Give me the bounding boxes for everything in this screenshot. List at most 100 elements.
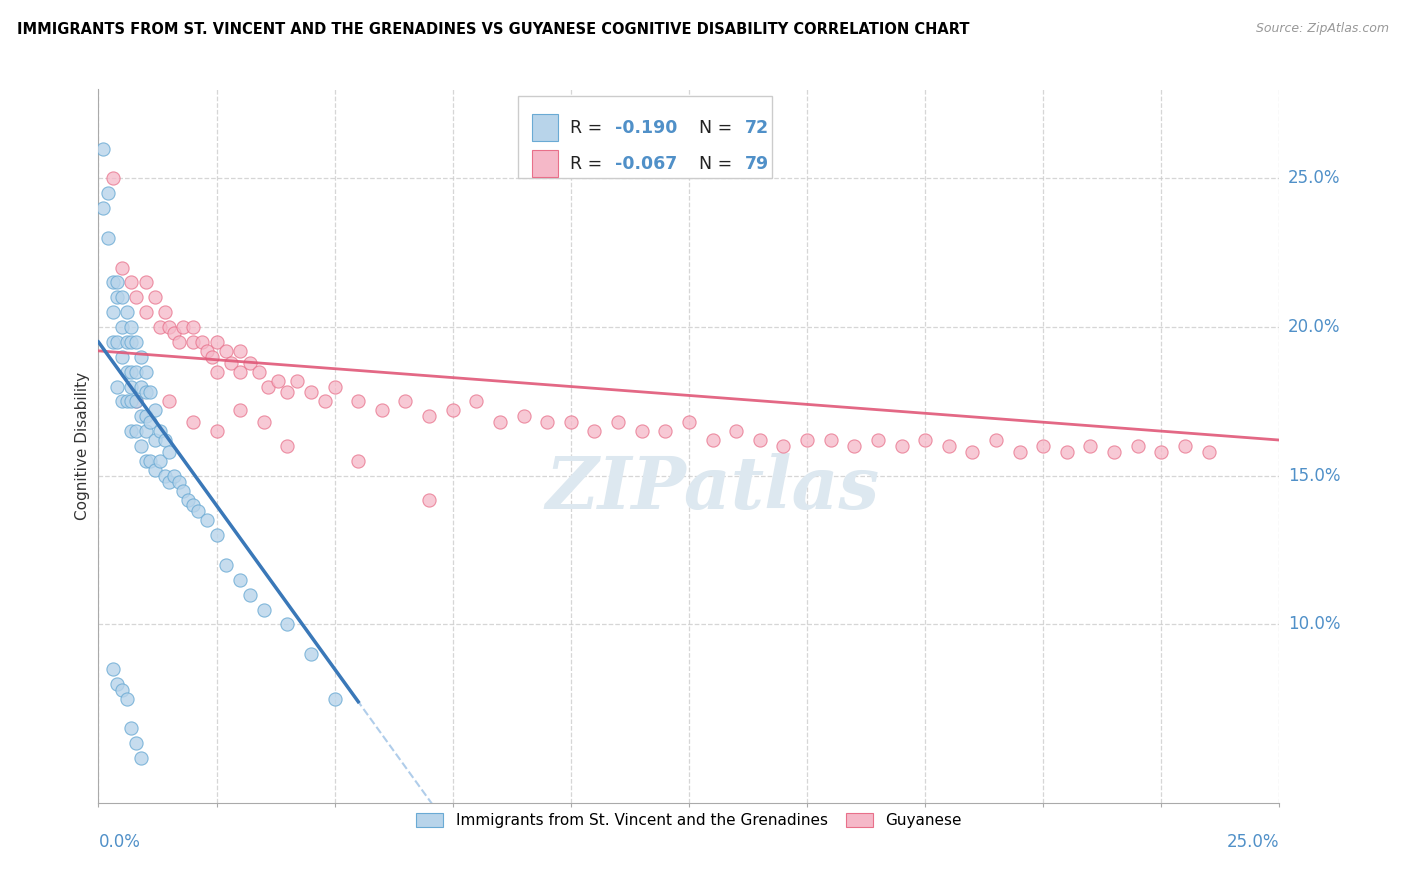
Point xyxy=(157,320,180,334)
Point xyxy=(314,394,336,409)
Point xyxy=(441,403,464,417)
Point xyxy=(1198,445,1220,459)
Point xyxy=(143,463,166,477)
Bar xyxy=(531,150,558,178)
Point xyxy=(323,379,346,393)
Point xyxy=(139,454,162,468)
Point xyxy=(347,394,370,409)
Point xyxy=(139,415,162,429)
Point xyxy=(125,365,148,379)
Point xyxy=(149,454,172,468)
Point xyxy=(101,305,124,319)
Point xyxy=(91,142,114,156)
Point xyxy=(143,290,166,304)
Text: -0.190: -0.190 xyxy=(614,119,676,136)
Point xyxy=(163,468,186,483)
Point xyxy=(111,320,134,334)
Point xyxy=(820,433,842,447)
Text: N =: N = xyxy=(688,154,738,173)
Point xyxy=(1032,439,1054,453)
Point xyxy=(229,573,252,587)
Point xyxy=(149,320,172,334)
Point xyxy=(181,320,204,334)
Point xyxy=(157,394,180,409)
Point xyxy=(111,260,134,275)
Point xyxy=(583,424,606,438)
Point xyxy=(1056,445,1078,459)
Point xyxy=(101,662,124,676)
Point xyxy=(115,394,138,409)
Point xyxy=(121,276,143,290)
Text: ZIPatlas: ZIPatlas xyxy=(546,453,880,524)
Point xyxy=(654,424,676,438)
Point xyxy=(187,504,209,518)
Point xyxy=(229,365,252,379)
Point xyxy=(153,468,176,483)
Point xyxy=(129,350,152,364)
Point xyxy=(219,356,242,370)
Point xyxy=(153,305,176,319)
Point xyxy=(1126,439,1149,453)
Point xyxy=(177,492,200,507)
Point xyxy=(267,374,290,388)
Point xyxy=(121,394,143,409)
Point xyxy=(371,403,394,417)
Point xyxy=(725,424,748,438)
Point xyxy=(394,394,416,409)
Point xyxy=(247,365,270,379)
Point xyxy=(157,475,180,489)
Point xyxy=(125,334,148,349)
Point xyxy=(560,415,582,429)
Point xyxy=(135,424,157,438)
Text: Source: ZipAtlas.com: Source: ZipAtlas.com xyxy=(1256,22,1389,36)
Point xyxy=(1150,445,1173,459)
Legend: Immigrants from St. Vincent and the Grenadines, Guyanese: Immigrants from St. Vincent and the Gren… xyxy=(409,806,969,834)
Point xyxy=(962,445,984,459)
Point xyxy=(512,409,534,424)
Y-axis label: Cognitive Disability: Cognitive Disability xyxy=(75,372,90,520)
Point xyxy=(111,290,134,304)
Point xyxy=(135,365,157,379)
Point xyxy=(347,454,370,468)
Text: 15.0%: 15.0% xyxy=(1288,467,1340,484)
Point xyxy=(121,320,143,334)
Point xyxy=(191,334,214,349)
Point xyxy=(105,677,128,691)
Point xyxy=(129,379,152,393)
Point xyxy=(276,385,298,400)
Point xyxy=(678,415,700,429)
Point xyxy=(105,290,128,304)
Point xyxy=(157,445,180,459)
Point xyxy=(121,334,143,349)
Point xyxy=(984,433,1007,447)
Point xyxy=(1102,445,1125,459)
Bar xyxy=(531,114,558,141)
Point xyxy=(205,334,228,349)
Point xyxy=(299,647,322,661)
Point xyxy=(97,186,120,201)
Point xyxy=(195,343,218,358)
Point xyxy=(115,691,138,706)
Text: 25.0%: 25.0% xyxy=(1227,833,1279,851)
Text: IMMIGRANTS FROM ST. VINCENT AND THE GRENADINES VS GUYANESE COGNITIVE DISABILITY : IMMIGRANTS FROM ST. VINCENT AND THE GREN… xyxy=(17,22,969,37)
Point xyxy=(167,475,190,489)
Point xyxy=(129,409,152,424)
Point xyxy=(129,751,152,765)
Point xyxy=(205,424,228,438)
Point xyxy=(418,492,440,507)
Point xyxy=(121,722,143,736)
Text: R =: R = xyxy=(569,154,607,173)
Point xyxy=(97,231,120,245)
Point xyxy=(205,365,228,379)
Point xyxy=(101,334,124,349)
Point xyxy=(172,483,194,498)
Text: 20.0%: 20.0% xyxy=(1288,318,1340,336)
Point xyxy=(1080,439,1102,453)
Point xyxy=(239,588,262,602)
Point xyxy=(465,394,488,409)
Point xyxy=(181,499,204,513)
Point xyxy=(215,558,238,572)
Text: 0.0%: 0.0% xyxy=(98,833,141,851)
Text: R =: R = xyxy=(569,119,607,136)
Point xyxy=(181,334,204,349)
